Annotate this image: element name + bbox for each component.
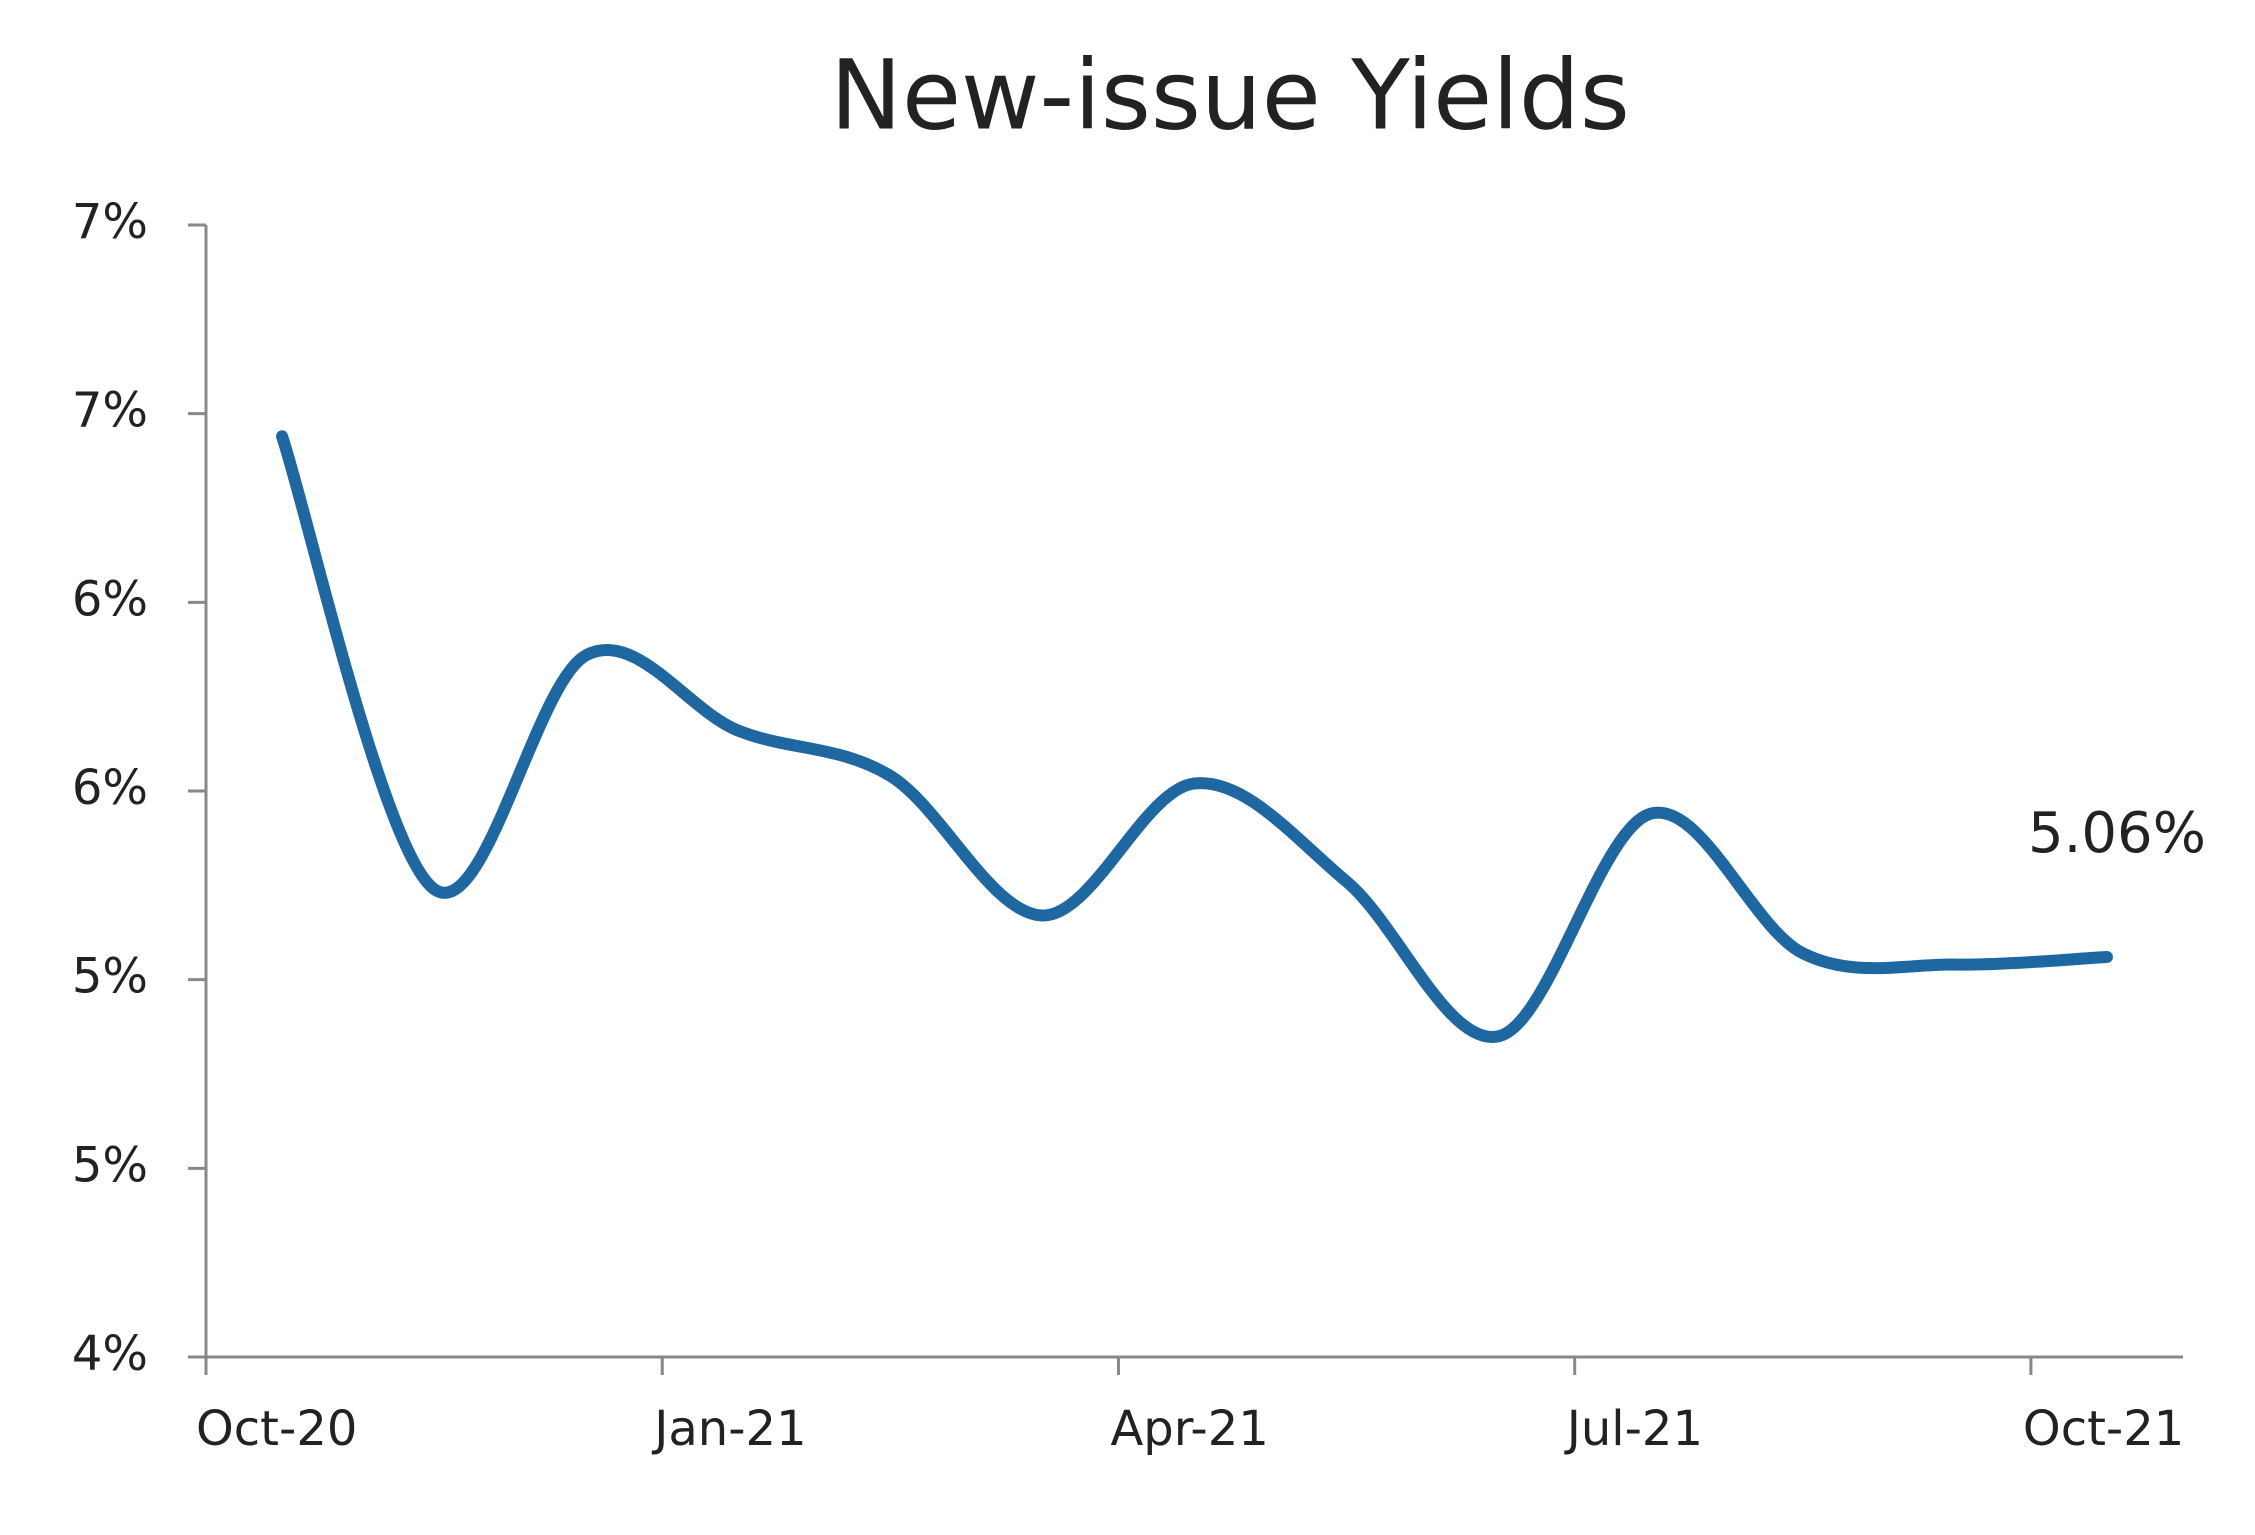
x-tick-label: Jul-21 xyxy=(1564,1401,1703,1457)
y-tick-label: 4% xyxy=(72,1326,148,1382)
x-tick-label: Jan-21 xyxy=(651,1401,806,1457)
data-label: 5.06% xyxy=(2028,801,2206,866)
x-tick-label: Oct-20 xyxy=(196,1401,357,1457)
y-tick-label: 6% xyxy=(72,571,148,627)
y-tick-label: 7% xyxy=(72,383,148,439)
y-tick-label: 7% xyxy=(72,194,148,250)
y-tick-label: 5% xyxy=(72,949,148,1005)
x-tick-label: Apr-21 xyxy=(1110,1401,1268,1457)
x-tick-label: Oct-21 xyxy=(2023,1401,2184,1457)
y-tick-label: 6% xyxy=(72,760,148,816)
chart-title: New-issue Yields xyxy=(830,39,1630,151)
line xyxy=(276,430,2113,1043)
y-tick-label: 5% xyxy=(72,1137,148,1193)
